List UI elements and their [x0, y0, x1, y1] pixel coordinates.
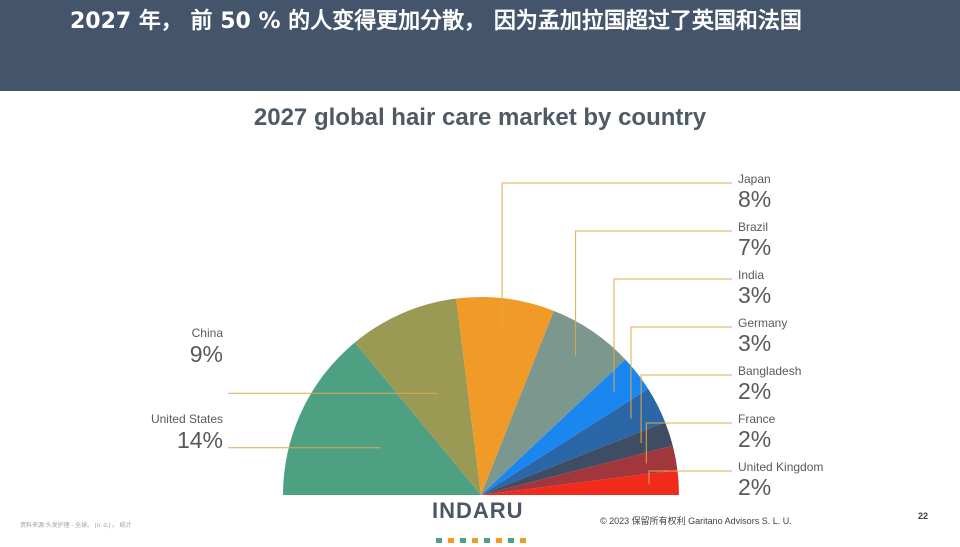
slice-japan — [456, 296, 554, 495]
label-japan: Japan — [738, 172, 771, 186]
value-japan: 8% — [738, 186, 771, 212]
label-bangladesh: Bangladesh — [738, 364, 801, 378]
label-germany: Germany — [738, 316, 787, 330]
leader-line-germany — [630, 326, 732, 419]
slice-united-kingdom — [481, 470, 679, 495]
value-india: 3% — [738, 282, 771, 308]
brand-logo-text: INDARU — [432, 498, 524, 523]
slices-group — [283, 296, 679, 495]
brand-dot — [460, 538, 466, 543]
slice-germany — [481, 388, 666, 495]
leader-line-india — [613, 278, 732, 392]
slide-title: 2027 年， 前 50 % 的人变得更加分散， 因为孟加拉国超过了英国和法国 — [70, 9, 802, 34]
leader-line-japan — [501, 182, 732, 328]
slice-brazil — [481, 310, 626, 495]
value-germany: 3% — [738, 330, 771, 356]
brand-dot — [520, 538, 526, 543]
brand-dot — [436, 538, 442, 543]
label-china: China — [192, 326, 224, 340]
brand-logo-dots — [436, 528, 532, 543]
brand-dot — [496, 538, 502, 543]
label-brazil: Brazil — [738, 220, 768, 234]
value-china: 9% — [190, 341, 223, 367]
label-united-kingdom: United Kingdom — [738, 460, 823, 474]
chart-title: 2027 global hair care market by country — [253, 104, 707, 131]
slice-bangladesh — [481, 422, 673, 495]
value-united-states: 14% — [177, 427, 223, 453]
label-france: France — [738, 412, 776, 426]
slice-united-states — [283, 342, 481, 495]
value-france: 2% — [738, 426, 771, 452]
leader-line-united-kingdom — [648, 470, 732, 485]
slice-france — [481, 445, 678, 495]
leader-line-france — [645, 422, 732, 464]
leader-line-brazil — [575, 230, 732, 356]
leader-lines-group — [228, 182, 732, 485]
brand-dot — [472, 538, 478, 543]
copyright-text: © 2023 保留所有权利 Garitano Advisors S. L. U. — [600, 516, 792, 526]
label-united-states: United States — [151, 412, 223, 426]
slice-india — [481, 359, 649, 495]
brand-dot — [508, 538, 514, 543]
source-note: 资料来源:头发护理 - 全球。 (n. d.) 。 统计 — [20, 523, 132, 529]
value-brazil: 7% — [738, 234, 771, 260]
value-bangladesh: 2% — [738, 378, 771, 404]
value-united-kingdom: 2% — [738, 474, 771, 500]
label-india: India — [738, 268, 764, 282]
header-band — [0, 0, 960, 91]
brand-dot — [484, 538, 490, 543]
slice-china — [354, 298, 481, 495]
brand-dot — [448, 538, 454, 543]
page-number: 22 — [918, 511, 929, 521]
leader-line-bangladesh — [640, 374, 732, 443]
